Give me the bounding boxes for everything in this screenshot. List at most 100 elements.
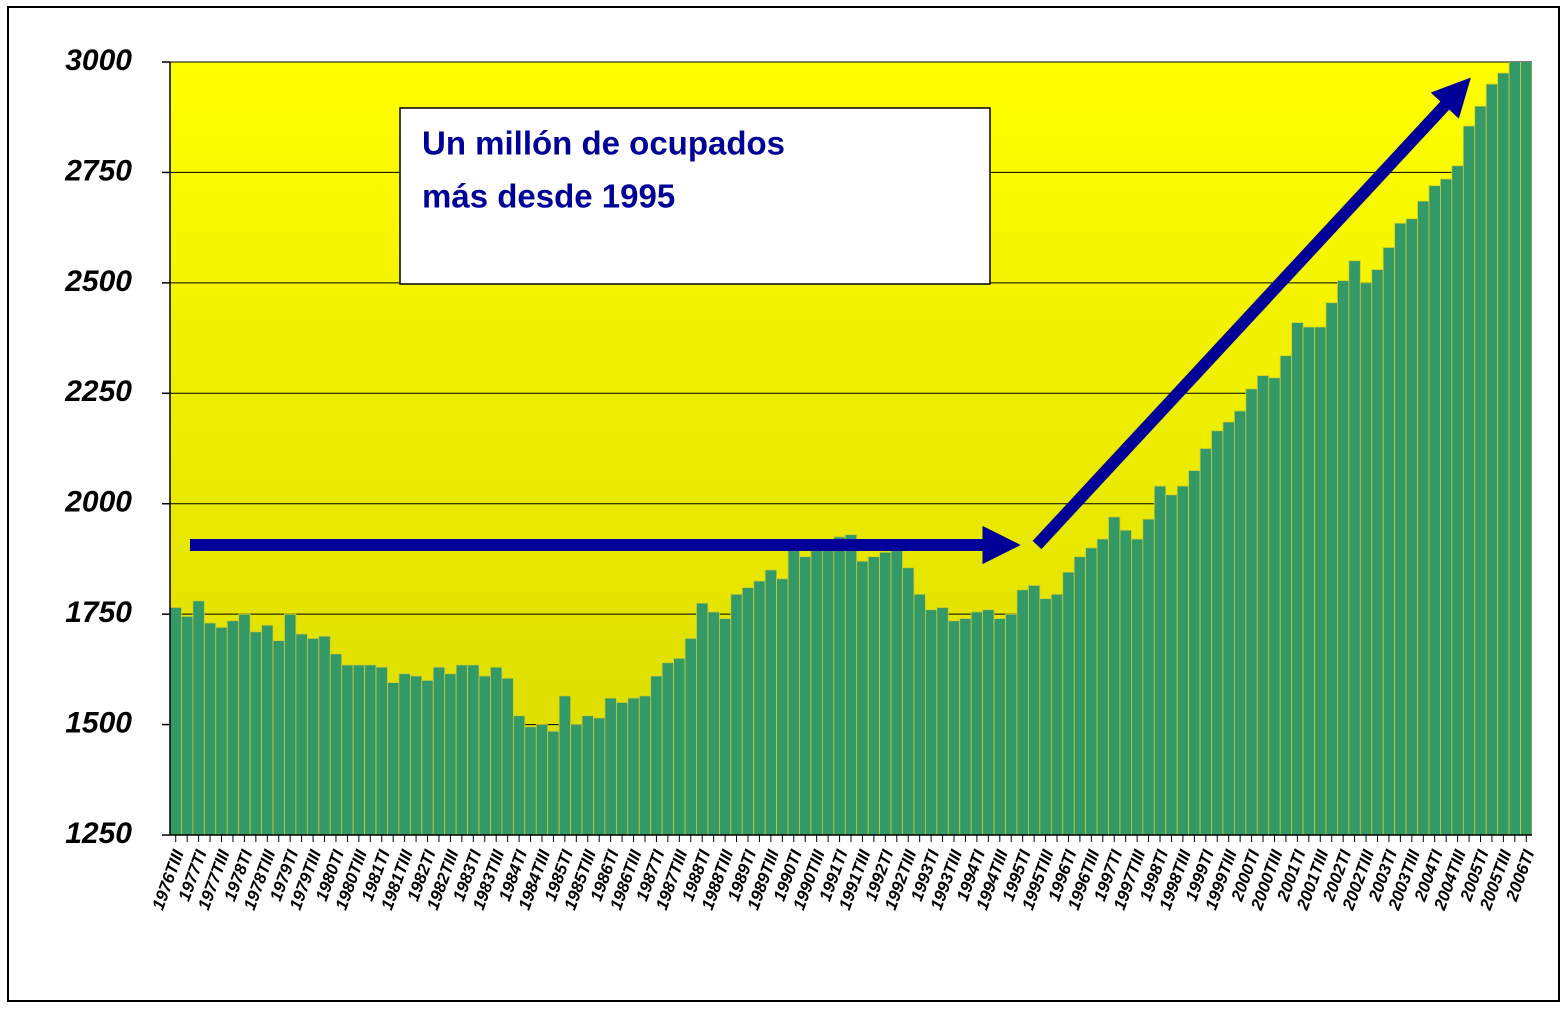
- bar: [764, 569, 778, 835]
- bar: [490, 666, 503, 835]
- y-tick-label: 2500: [64, 265, 132, 298]
- bar: [1291, 322, 1304, 835]
- bar: [936, 607, 949, 835]
- bar: [272, 640, 285, 835]
- bar: [799, 556, 812, 835]
- bar: [352, 664, 365, 835]
- bar: [444, 673, 457, 835]
- bar: [181, 615, 194, 835]
- bar: [284, 613, 297, 835]
- bar: [913, 593, 926, 835]
- bar: [1359, 282, 1373, 835]
- bar: [1440, 178, 1453, 835]
- bar: [821, 543, 835, 835]
- bar: [856, 560, 869, 835]
- bar: [1394, 222, 1407, 835]
- bar: [1520, 62, 1532, 835]
- bar: [387, 682, 400, 835]
- bar: [982, 609, 995, 835]
- bar: [638, 695, 652, 835]
- bar: [718, 618, 732, 835]
- bar: [409, 675, 423, 835]
- bar: [673, 657, 686, 835]
- bar: [570, 724, 583, 835]
- annotation: Un millón de ocupados: [422, 125, 785, 162]
- bar: [1268, 377, 1281, 835]
- bar: [615, 702, 629, 835]
- bar: [192, 600, 205, 835]
- bar: [364, 664, 377, 835]
- bar: [959, 618, 972, 835]
- bar: [1314, 326, 1327, 835]
- bar: [890, 547, 903, 835]
- bar: [1428, 185, 1441, 835]
- bar: [318, 635, 331, 835]
- bar: [421, 680, 434, 835]
- y-tick-label: 1500: [65, 706, 132, 739]
- bar: [261, 624, 274, 835]
- bar: [1005, 613, 1018, 835]
- bar: [375, 666, 388, 835]
- bar: [1073, 556, 1087, 835]
- bar: [833, 536, 846, 835]
- bar: [1302, 326, 1315, 835]
- bar: [1222, 421, 1235, 835]
- bar: [1199, 448, 1212, 835]
- bar: [170, 607, 182, 835]
- bar: [1462, 125, 1476, 835]
- bar: [524, 726, 537, 835]
- bar: [1485, 83, 1499, 835]
- bar: [1417, 200, 1430, 835]
- bars: [170, 62, 1532, 835]
- bar: [707, 611, 720, 835]
- y-tick-label: 1750: [65, 596, 132, 629]
- bar: [341, 664, 354, 835]
- bar: [627, 697, 640, 835]
- bar: [478, 675, 491, 835]
- bar: [1245, 388, 1258, 835]
- bar: [1142, 518, 1155, 835]
- bar: [1348, 260, 1361, 835]
- bar: [1405, 218, 1418, 835]
- bar: [238, 613, 251, 835]
- bar: [203, 622, 217, 835]
- bar: [1085, 547, 1098, 835]
- bar: [776, 578, 789, 835]
- bar: [1382, 247, 1396, 835]
- y-tick-label: 2250: [64, 375, 132, 408]
- bar: [1131, 538, 1144, 835]
- bar: [1188, 470, 1201, 835]
- bar: [1508, 62, 1521, 835]
- bar: [1371, 269, 1384, 835]
- bar: [1337, 280, 1350, 835]
- bar: [1153, 485, 1167, 835]
- bar: [581, 715, 594, 835]
- bar: [295, 633, 308, 835]
- bar: [1325, 302, 1338, 835]
- bar: [787, 547, 800, 835]
- bar: [1256, 375, 1270, 835]
- bar: [398, 673, 411, 835]
- annotation-box: [399, 107, 991, 285]
- bar: [867, 556, 881, 835]
- bar: [1016, 589, 1029, 835]
- bar: [558, 695, 571, 835]
- bar: [1108, 516, 1121, 835]
- bar: [661, 662, 674, 835]
- bar: [650, 675, 663, 835]
- bar: [1234, 410, 1247, 835]
- bar: [215, 626, 228, 835]
- bar: [993, 618, 1006, 835]
- bar: [1039, 598, 1052, 835]
- bar: [432, 666, 446, 835]
- bar: [1028, 585, 1041, 835]
- annotation: más desde 1995: [422, 178, 675, 215]
- bar: [1119, 529, 1132, 835]
- bar: [1165, 494, 1178, 835]
- bar: [535, 724, 549, 835]
- arrow: [1032, 77, 1471, 550]
- bar: [467, 664, 480, 835]
- bar: [547, 730, 560, 835]
